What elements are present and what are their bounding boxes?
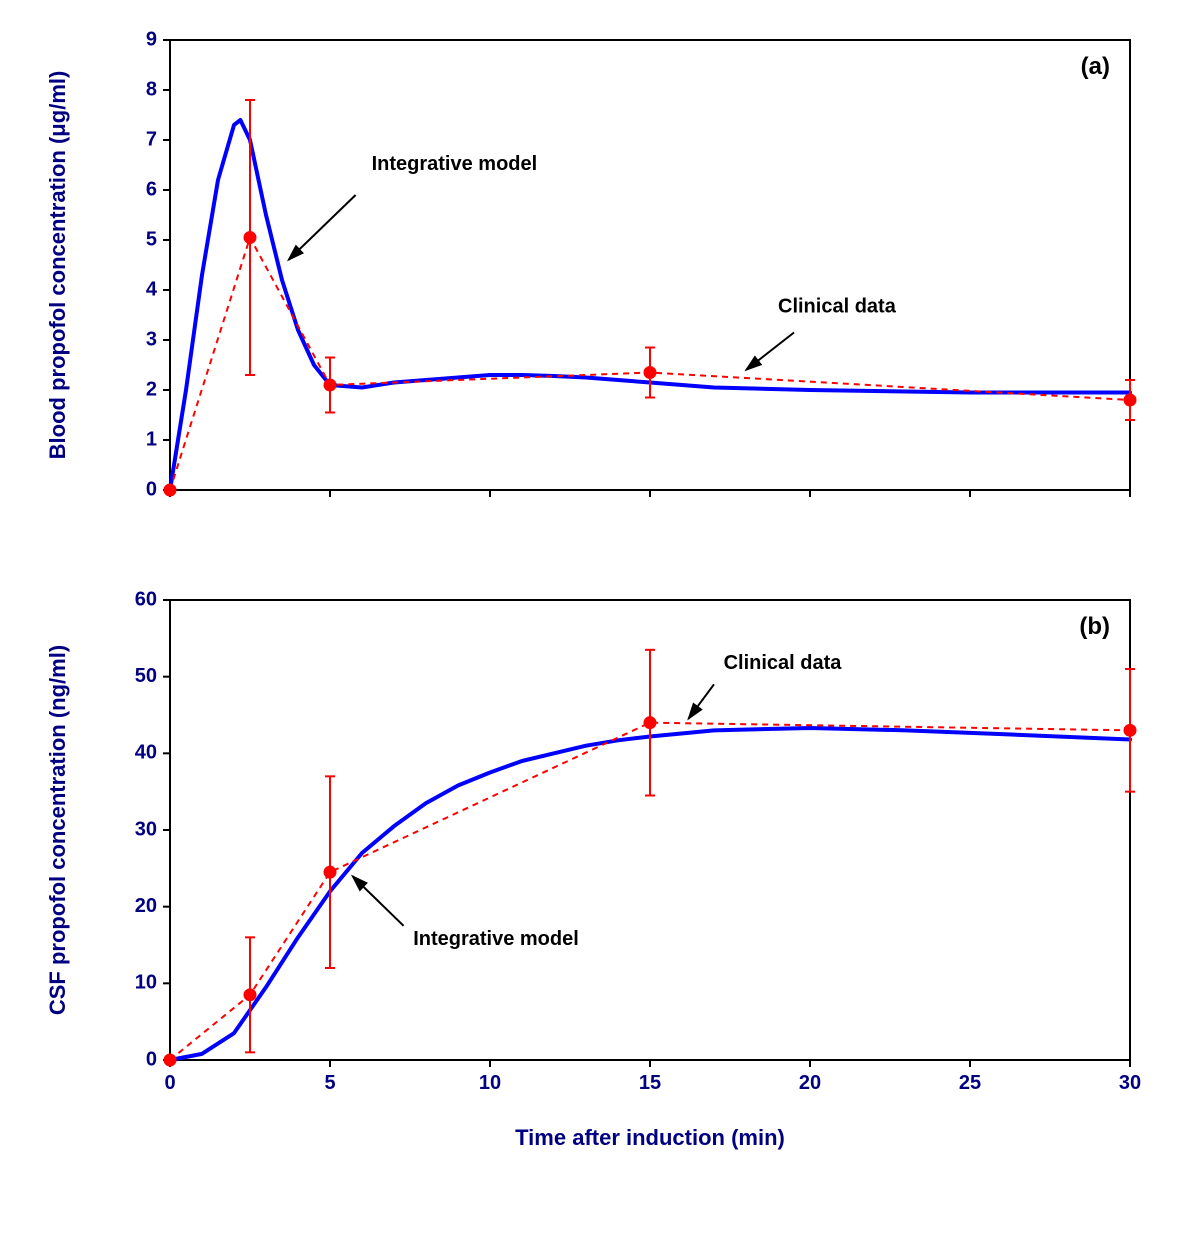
- y-axis-label: Blood propofol concentration (μg/ml): [45, 71, 70, 460]
- y-axis-label: CSF propofol concentration (ng/ml): [45, 645, 70, 1015]
- clinical-data-marker: [324, 866, 336, 878]
- x-tick-label: 25: [959, 1072, 981, 1094]
- y-tick-label: 0: [146, 1048, 157, 1070]
- annotation-label: Integrative model: [413, 928, 579, 950]
- clinical-data-marker: [644, 717, 656, 729]
- y-tick-label: 9: [146, 28, 157, 50]
- clinical-data-marker: [244, 232, 256, 244]
- x-tick-label: 20: [799, 1072, 821, 1094]
- clinical-data-marker: [644, 367, 656, 379]
- clinical-data-marker: [164, 484, 176, 496]
- x-tick-label: 10: [479, 1072, 501, 1094]
- y-tick-label: 20: [135, 895, 157, 917]
- y-tick-label: 60: [135, 588, 157, 610]
- annotation-label: Clinical data: [724, 652, 843, 674]
- panel-label: (b): [1079, 613, 1110, 640]
- y-tick-label: 30: [135, 818, 157, 840]
- y-tick-label: 6: [146, 178, 157, 200]
- y-tick-label: 8: [146, 78, 157, 100]
- y-tick-label: 7: [146, 128, 157, 150]
- y-tick-label: 10: [135, 972, 157, 994]
- x-axis-label: Time after induction (min): [515, 1125, 785, 1150]
- annotation-label: Clinical data: [778, 296, 897, 318]
- y-tick-label: 40: [135, 742, 157, 764]
- panel: 0 1 2 3 4 5 6 7 8 9 Blood propofol concentration (…: [45, 28, 1136, 500]
- y-tick-label: 50: [135, 665, 157, 687]
- clinical-data-marker: [164, 1054, 176, 1066]
- y-tick-label: 1: [146, 428, 157, 450]
- y-tick-label: 0: [146, 478, 157, 500]
- x-tick-label: 5: [324, 1072, 335, 1094]
- x-tick-label: 0: [164, 1072, 175, 1094]
- y-tick-label: 2: [146, 378, 157, 400]
- x-tick-label: 30: [1119, 1072, 1141, 1094]
- figure-svg: 0 1 2 3 4 5 6 7 8 9 Blood propofol concentration (…: [0, 0, 1200, 1250]
- y-tick-label: 3: [146, 328, 157, 350]
- clinical-data-marker: [244, 989, 256, 1001]
- panel-label: (a): [1081, 53, 1110, 80]
- clinical-data-marker: [1124, 394, 1136, 406]
- clinical-data-marker: [324, 379, 336, 391]
- clinical-data-marker: [1124, 724, 1136, 736]
- x-tick-label: 15: [639, 1072, 661, 1094]
- figure-container: 0 1 2 3 4 5 6 7 8 9 Blood propofol concentration (…: [0, 0, 1200, 1250]
- annotation-label: Integrative model: [372, 153, 538, 175]
- panel: 0 10 20 30 40 50 60 0 5 10 15 20 25 30 CSF propofol co…: [45, 588, 1141, 1094]
- y-tick-label: 5: [146, 228, 157, 250]
- y-tick-label: 4: [146, 278, 158, 300]
